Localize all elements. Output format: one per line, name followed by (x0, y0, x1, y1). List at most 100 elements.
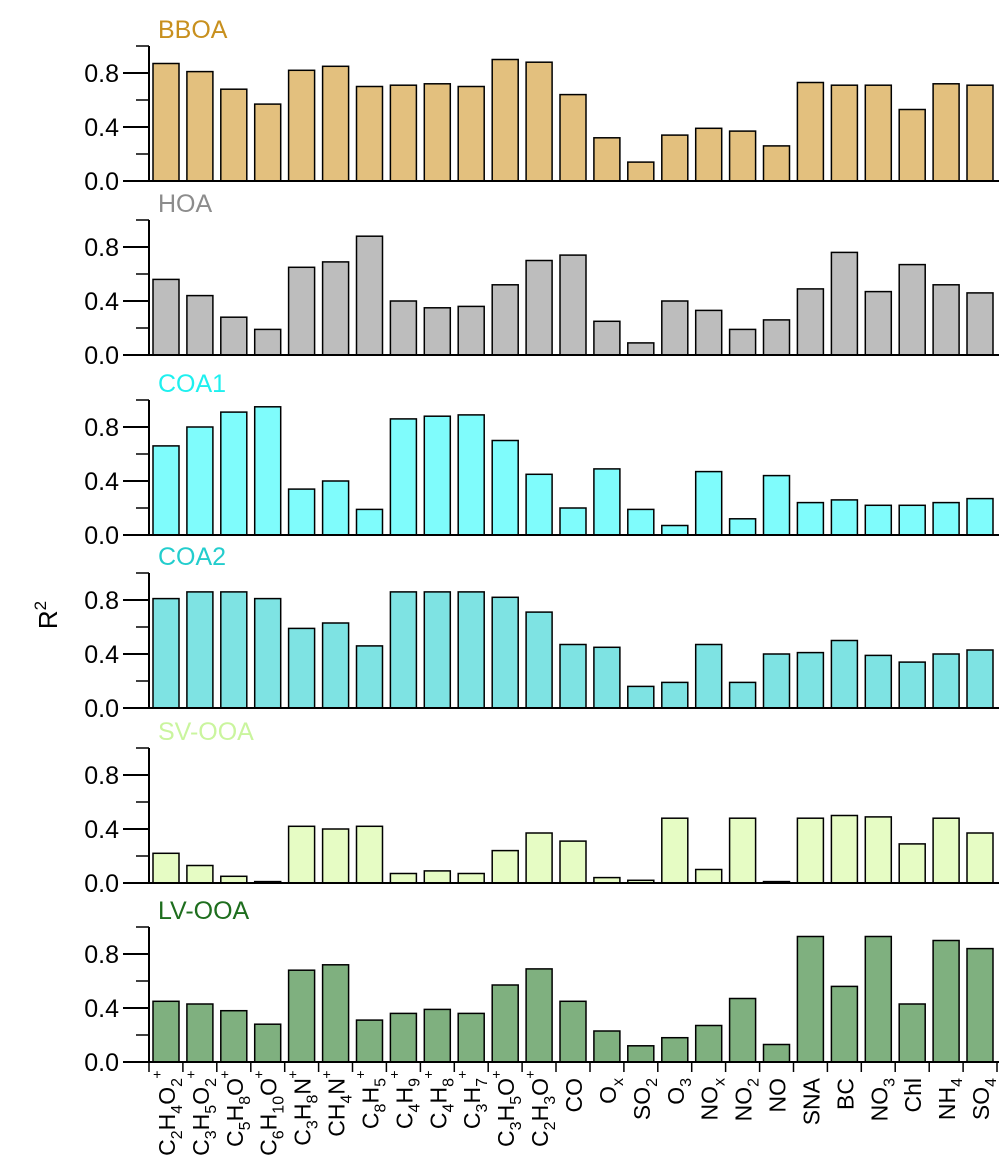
bar (830, 251, 859, 356)
x-label-text: NO (866, 1087, 892, 1122)
bar (186, 426, 214, 536)
bar (152, 62, 180, 182)
x-label-text: H (493, 1105, 519, 1122)
x-label-text: C (527, 1130, 553, 1147)
bar (796, 288, 825, 356)
bar (525, 259, 553, 356)
x-label-text: SNA (798, 1077, 824, 1125)
x-label-text: CH (324, 1104, 350, 1137)
bar (457, 305, 485, 356)
bar (321, 828, 350, 884)
bar (457, 414, 485, 536)
x-label-subscript: 4 (339, 1095, 356, 1104)
bar (728, 328, 757, 356)
x-tick-label: SO4​ (968, 1078, 1000, 1120)
x-label-text: Chl (900, 1078, 926, 1113)
x-label-subscript: 8 (440, 1078, 457, 1087)
bar (932, 653, 960, 709)
bar (559, 643, 587, 709)
panel-label: LV-OOA (158, 897, 250, 925)
bar (525, 611, 553, 709)
x-label-text: O (493, 1078, 519, 1096)
panel-label: HOA (158, 190, 213, 218)
x-label-charge: + (492, 1066, 500, 1082)
bar (389, 418, 418, 536)
bar (491, 439, 519, 536)
x-label-charge: + (153, 1066, 161, 1082)
y-tick-label: 0.8 (84, 762, 119, 790)
bar (661, 300, 689, 356)
bar (796, 935, 825, 1063)
bar (593, 468, 621, 536)
bar (389, 84, 418, 182)
x-label-subscript: 5 (237, 1121, 254, 1130)
bar (796, 651, 825, 709)
x-label-text: O (527, 1078, 553, 1096)
y-tick-label: 0.8 (84, 941, 119, 969)
x-label-text: NO (697, 1086, 723, 1121)
y-axis-label-superscript: 2 (31, 601, 50, 610)
bar (355, 825, 384, 884)
bar (694, 309, 723, 356)
x-label-subscript: 3 (542, 1096, 559, 1105)
x-label-charge: + (221, 1066, 229, 1082)
x-label-text: C (188, 1139, 214, 1156)
x-tick-label: C2H4O2​ (154, 1078, 186, 1156)
bar (593, 1030, 621, 1063)
x-label-text: O (595, 1086, 621, 1104)
x-label-subscript: 8 (237, 1096, 254, 1105)
x-label-subscript: 8 (373, 1103, 390, 1112)
bar (355, 85, 384, 182)
bar (253, 103, 282, 182)
x-label-charge: + (390, 1066, 398, 1082)
bar (457, 591, 485, 709)
bar (694, 470, 723, 536)
bar (457, 872, 485, 884)
bar (966, 497, 994, 536)
x-label-subscript: 2 (203, 1078, 220, 1087)
y-tick-label: 0.8 (84, 60, 119, 88)
bar (830, 639, 859, 709)
bar (694, 868, 723, 884)
panel-label: BBOA (158, 16, 228, 44)
bar (661, 134, 689, 182)
x-tick-label: NO3​ (866, 1078, 898, 1122)
x-label-text: H (188, 1114, 214, 1131)
x-label-subscript: 2 (746, 1078, 763, 1087)
x-label-subscript: 4 (406, 1103, 423, 1112)
bar (694, 127, 723, 182)
panel-lv-ooa: 0.0 0.4 0.8 LV-OOA (84, 897, 999, 1077)
bar (593, 137, 621, 182)
panel-label: COA1 (158, 370, 226, 398)
bar (423, 1008, 452, 1063)
bar (694, 643, 723, 709)
bar (321, 964, 350, 1063)
bar (864, 84, 893, 182)
x-label-subscript: 2 (169, 1078, 186, 1087)
bar (864, 504, 893, 536)
x-label-subscript: 5 (508, 1096, 525, 1105)
x-label-subscript: 3 (203, 1130, 220, 1139)
bar (423, 83, 452, 182)
x-tick-label: C8H5​ (358, 1078, 390, 1129)
bar (525, 61, 553, 182)
x-label-subscript: 10 (271, 1096, 288, 1114)
x-label-text: C (425, 1112, 451, 1129)
x-tick-label: NO2​ (731, 1078, 763, 1122)
x-label-text: C (391, 1112, 417, 1129)
bar (830, 814, 859, 884)
panel-bboa: 0.0 0.4 0.8 BBOA (84, 16, 999, 196)
bar (389, 1012, 418, 1063)
y-tick-label: 0.0 (84, 342, 119, 370)
bar (661, 524, 689, 536)
bar (491, 596, 519, 709)
bar (423, 591, 452, 709)
bar (220, 316, 248, 356)
bar (186, 1003, 214, 1063)
x-label-subscript: 3 (474, 1103, 491, 1112)
bar (186, 864, 214, 884)
x-label-subscript: 5 (203, 1105, 220, 1114)
bar (457, 85, 485, 182)
bar (728, 817, 757, 884)
bar (253, 328, 282, 356)
